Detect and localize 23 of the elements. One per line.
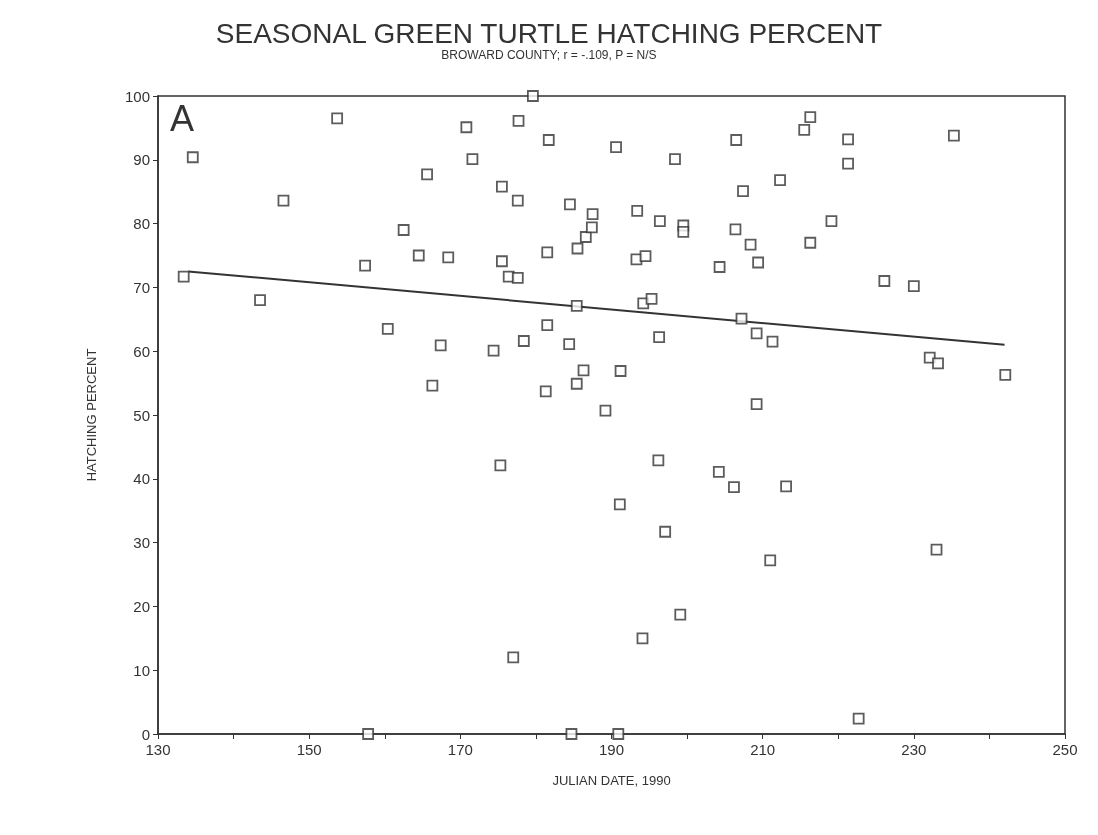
y-tick-label: 0 [141, 725, 150, 743]
x-tick-label: 150 [296, 741, 322, 758]
y-tick-label: 100 [124, 87, 150, 105]
y-tick-label: 90 [133, 151, 150, 169]
y-tick-label: 50 [133, 406, 150, 424]
x-tick-label: 190 [598, 741, 625, 758]
chart-title: SEASONAL GREEN TURTLE HATCHING PERCENT [215, 17, 883, 49]
annotation: A [170, 97, 195, 139]
chart-subtitle: BROWARD COUNTY; r = -.109, P = N/S [441, 48, 657, 62]
y-tick-label: 80 [133, 215, 150, 233]
x-axis-title: JULIAN DATE, 1990 [552, 773, 671, 788]
y-tick-label: 60 [133, 342, 150, 360]
x-tick-label: 250 [1052, 741, 1078, 758]
y-tick-label: 30 [133, 534, 150, 552]
y-axis-title: HATCHING PERCENT [84, 348, 99, 482]
y-tick-label: 10 [133, 661, 150, 679]
x-tick-label: 170 [447, 741, 473, 758]
x-tick-label: 210 [750, 741, 776, 758]
y-tick-label: 70 [133, 278, 150, 296]
x-tick-label: 230 [901, 741, 927, 758]
x-tick-label: 130 [145, 741, 171, 758]
y-tick-label: 40 [133, 470, 150, 488]
y-tick-label: 20 [133, 597, 150, 615]
